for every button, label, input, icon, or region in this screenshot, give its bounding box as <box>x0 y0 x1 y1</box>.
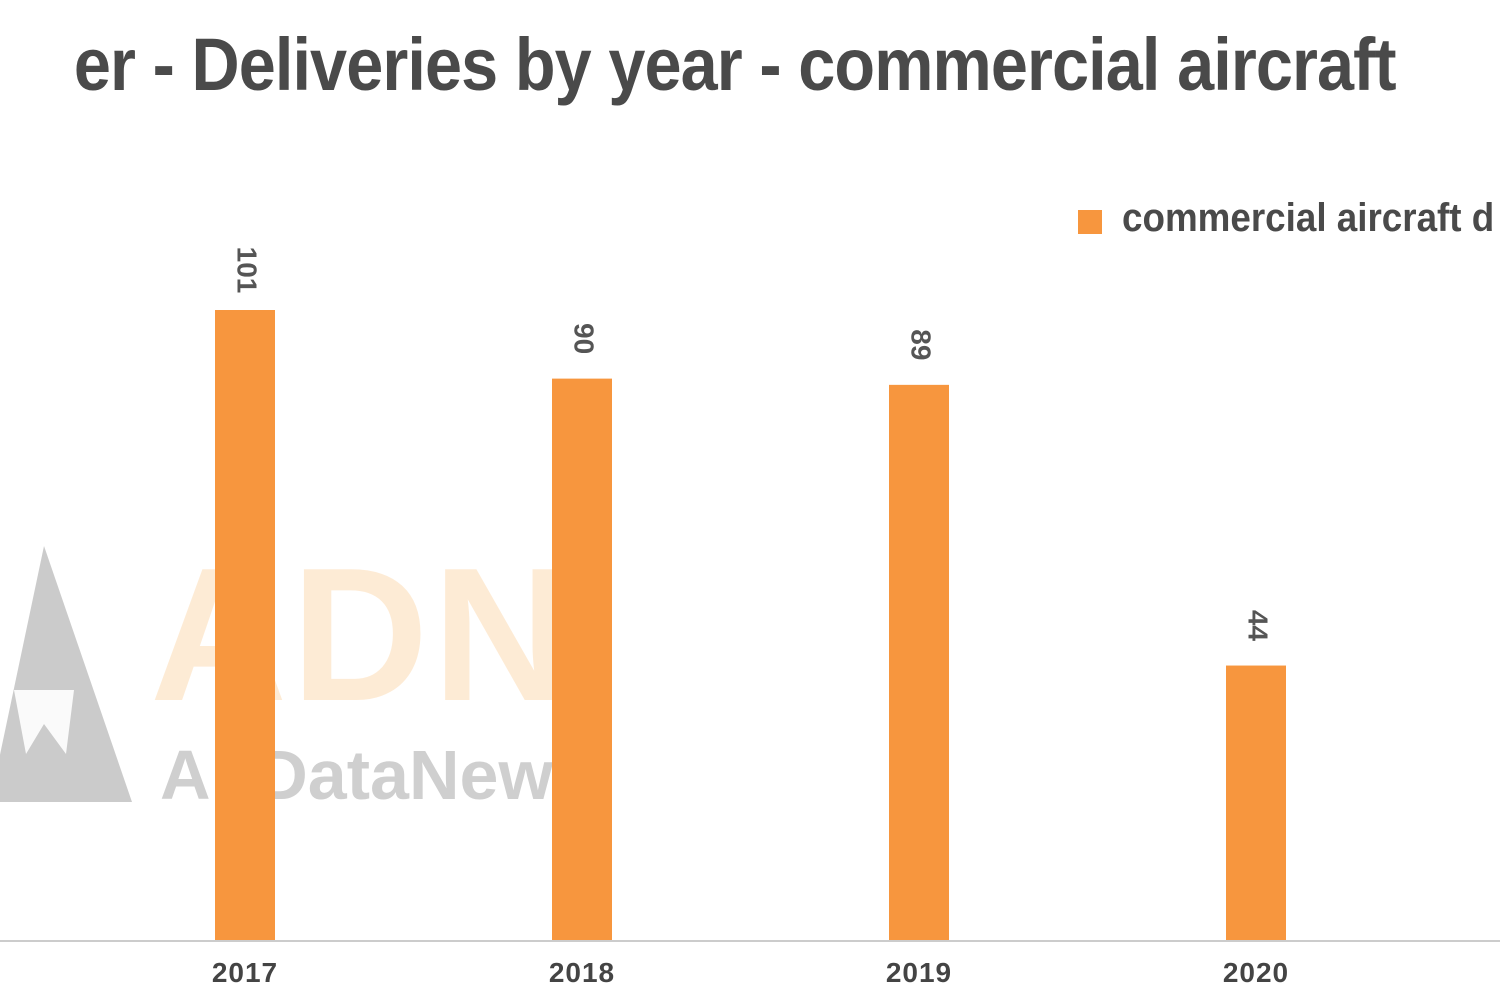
legend-swatch <box>1078 210 1102 234</box>
bar-2019 <box>889 384 949 941</box>
x-tick-label-2017: 2017 <box>212 957 278 988</box>
x-tick-label-2018: 2018 <box>549 957 615 988</box>
bar-2017 <box>215 310 275 940</box>
bar-2018 <box>552 378 612 940</box>
x-tick-label-2020: 2020 <box>1223 957 1289 988</box>
chart-title-container: er - Deliveries by year - commercial air… <box>0 22 1500 112</box>
bar-2020 <box>1226 665 1286 940</box>
data-label-2017: 101 <box>232 247 263 294</box>
data-label-2018: 90 <box>569 323 600 354</box>
chart-title: er - Deliveries by year - commercial air… <box>74 23 1397 106</box>
data-label-2019: 89 <box>906 329 937 360</box>
x-tick-label-2019: 2019 <box>886 957 952 988</box>
legend-label: commercial aircraft d <box>1122 196 1495 240</box>
data-label-2020: 44 <box>1243 610 1274 642</box>
chart-legend: commercial aircraft d <box>1078 196 1500 246</box>
